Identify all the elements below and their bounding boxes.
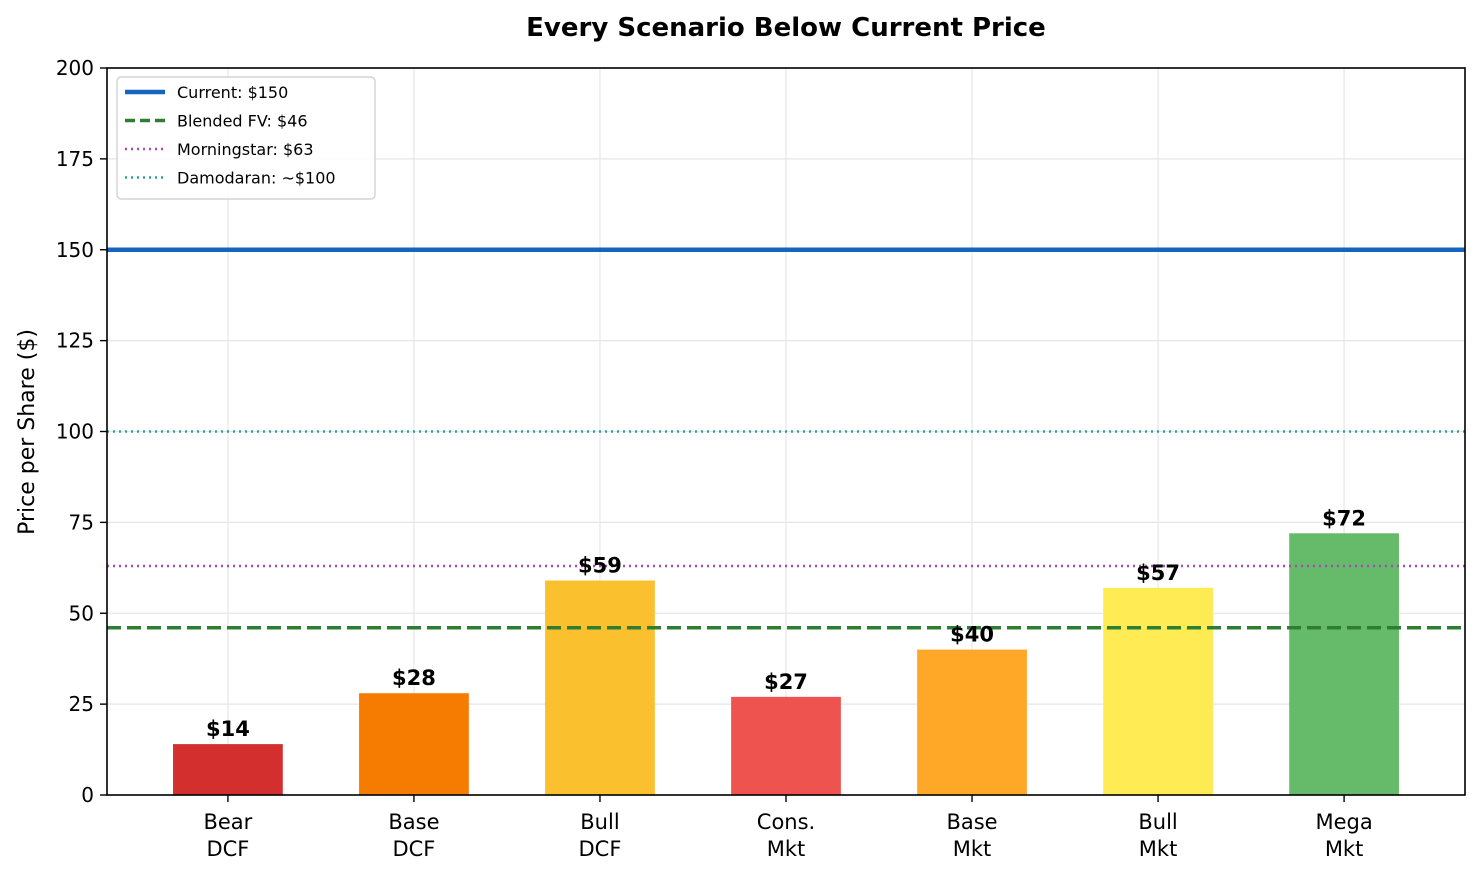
y-axis-label: Price per Share ($) [15,329,40,535]
y-tick-label: 150 [56,238,94,262]
bar-value-label-4: $40 [950,623,994,647]
x-tick-label: DCF [579,837,622,861]
bar-3 [731,696,841,795]
bar-1 [359,693,469,795]
x-tick-label: Mkt [1139,837,1178,861]
x-tick-label: Mkt [953,837,992,861]
legend-entry-2: Morningstar: $63 [177,140,314,159]
bar-value-label-5: $57 [1136,561,1180,585]
y-tick-label: 125 [56,329,94,353]
x-tick-label: Cons. [757,810,815,834]
bar-0 [173,744,283,795]
x-tick-label: Base [388,810,439,834]
bar-value-labels: $14 $28 $59 $27 $40 $57 $72 [206,506,1366,741]
bar-value-label-3: $27 [764,670,808,694]
y-tick-label: 0 [81,783,94,807]
bar-value-label-1: $28 [392,666,436,690]
bars [173,533,1399,795]
x-tick-label: Bull [580,810,619,834]
legend-box [116,76,376,200]
bar-value-label-2: $59 [578,554,622,578]
bar-6 [1289,533,1399,795]
x-tick-label: Mkt [1325,837,1364,861]
bar-5 [1103,587,1213,795]
y-tick-label: 50 [69,601,94,625]
y-tick-label: 175 [56,147,94,171]
x-tick-label: DCF [392,837,435,861]
legend: Current: $150 Blended FV: $46 Morningstar:… [116,76,376,200]
legend-entry-1: Blended FV: $46 [177,112,308,131]
bar-4 [917,649,1027,795]
bar-2 [545,580,655,795]
x-tick-label: Mkt [767,837,806,861]
y-tick-label: 25 [69,692,94,716]
x-tick-label: Bear [203,810,252,834]
y-tick-label: 75 [69,510,94,534]
legend-entry-0: Current: $150 [177,83,288,102]
reference-lines [107,247,1465,630]
chart-title: Every Scenario Below Current Price [526,13,1046,43]
x-tick-label: Base [946,810,997,834]
x-tick-label: Mega [1315,810,1372,834]
bar-value-label-6: $72 [1322,506,1366,530]
y-tick-label: 200 [56,56,94,80]
y-tick-label: 100 [56,420,94,444]
bar-value-label-0: $14 [206,717,250,741]
x-tick-label: DCF [206,837,249,861]
x-tick-label: Bull [1138,810,1177,834]
legend-entry-3: Damodaran: ~$100 [177,169,336,188]
axes: 0 25 50 75 100 125 150 175 200 Bear DCF Base DCF Bull… [56,56,1466,861]
